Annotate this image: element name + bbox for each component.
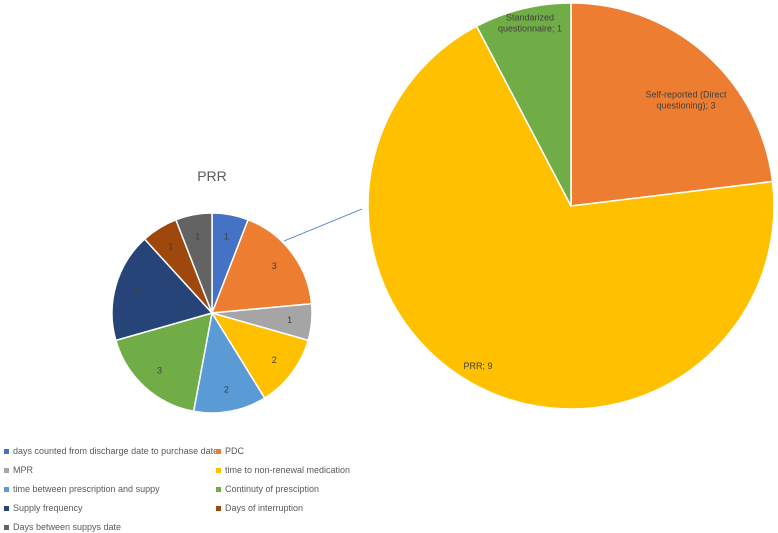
legend-swatch: [216, 467, 221, 473]
data-label-prr: PRR; 9: [463, 361, 492, 371]
legend-item-days-between-suppys-date: Days between suppys date: [4, 522, 121, 532]
legend-swatch: [216, 448, 221, 454]
slice-supply-frequency: [111, 238, 214, 342]
legend-item-days-counted-from-discharge-date-to-purchase-date: days counted from discharge date to purc…: [4, 446, 218, 456]
legend-swatch: [4, 448, 9, 454]
legend-swatch: [216, 486, 221, 492]
legend-label: PDC: [225, 446, 245, 456]
data-label-time-to-non-renewal-medication: 2: [272, 355, 277, 365]
legend-item-pdc: PDC: [216, 446, 244, 456]
data-label-time-between-prescription-and-suppy: 2: [224, 385, 229, 395]
legend-label: time between prescription and suppy: [13, 484, 160, 494]
legend-item-days-of-interruption: Days of interruption: [216, 503, 303, 513]
legend-label: MPR: [13, 465, 33, 475]
legend-label: time to non-renewal medication: [225, 465, 351, 475]
legend-swatch: [4, 524, 9, 530]
connector-line: [283, 208, 363, 242]
legend-swatch: [4, 486, 9, 492]
slice-self-reported-direct-questioning: [570, 2, 774, 207]
legend-item-time-between-prescription-and-suppy: time between prescription and suppy: [4, 484, 160, 494]
data-label-standarized-questionnaire: Standarized questionnaire; 1: [498, 13, 562, 34]
slice-time-to-non-renewal-medication: [210, 311, 310, 400]
legend-swatch: [4, 467, 9, 473]
legend-label: Continuty of presciption: [225, 484, 320, 494]
legend-swatch: [216, 505, 221, 511]
slice-days-between-suppys-date: [174, 212, 213, 314]
legend-label: Days of interruption: [225, 503, 304, 513]
data-label-self-reported-direct-questioning: Self-reported (Direct questioning); 3: [645, 90, 727, 111]
slice-standarized-questionnaire: [475, 2, 572, 207]
legend-swatch: [4, 505, 9, 511]
legend-label: days counted from discharge date to purc…: [13, 446, 219, 456]
prr-breakdown-pie: 1 3 1 2 2 3 3 1 1: [111, 212, 313, 414]
data-label-supply-frequency: 3: [134, 287, 139, 297]
legend-item-supply-frequency: Supply frequency: [4, 503, 83, 513]
legend-item-continuty-of-presciption: Continuty of presciption: [216, 484, 319, 494]
legend-item-time-to-non-renewal-medication: time to non-renewal medication: [216, 465, 350, 475]
legend-label: Days between suppys date: [13, 522, 122, 532]
prr-pie-title: PRR: [197, 168, 227, 184]
data-label-days-of-interruption: 1: [168, 242, 173, 252]
slice-prr: [367, 25, 775, 410]
data-label-mpr: 1: [287, 315, 292, 325]
main-pie: Self-reported (Direct questioning); 3 PRR;…: [367, 2, 775, 410]
legend-item-mpr: MPR: [4, 465, 33, 475]
data-label-days-between-suppys-date: 1: [195, 231, 200, 241]
data-label-days-counted-from-discharge-date-to-purchase-date: 1: [224, 231, 229, 241]
slice-pdc: [210, 218, 313, 314]
slice-continuty-of-presciption: [114, 311, 213, 413]
slice-time-between-prescription-and-suppy: [192, 310, 266, 414]
data-label-continuty-of-presciption: 3: [157, 366, 162, 376]
data-label-pdc: 3: [272, 261, 277, 271]
legend-label: Supply frequency: [13, 503, 83, 513]
